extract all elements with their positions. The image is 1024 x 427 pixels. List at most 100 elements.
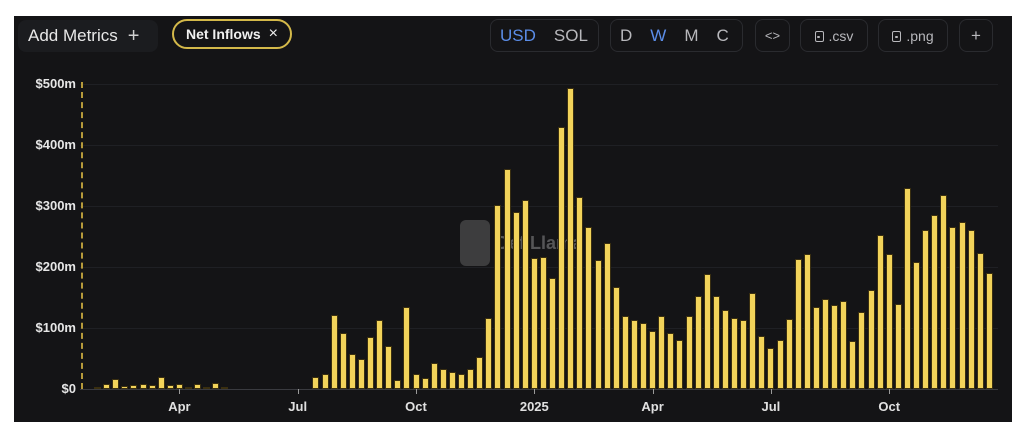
bar[interactable] [940,195,948,389]
bar[interactable] [740,320,748,389]
bar[interactable] [676,340,684,389]
bar[interactable] [458,373,465,389]
bar[interactable] [421,378,429,389]
bar[interactable] [394,379,402,389]
bar[interactable] [567,88,575,389]
bar[interactable] [630,320,638,389]
bar[interactable] [594,259,602,389]
bar[interactable] [103,384,111,389]
bar[interactable] [312,376,320,389]
bar[interactable] [476,357,484,389]
bar[interactable] [658,315,666,389]
bar[interactable] [385,346,393,389]
bar[interactable] [112,379,120,389]
bar[interactable] [649,331,657,389]
bar[interactable] [485,317,493,389]
bar[interactable] [175,383,183,389]
metric-pill-net-inflows[interactable]: Net Inflows × [172,19,292,49]
bar[interactable] [840,300,848,389]
bar[interactable] [640,323,647,389]
bar[interactable] [94,387,101,389]
bar[interactable] [367,337,374,389]
bar[interactable] [521,199,529,389]
bar[interactable] [685,315,693,389]
bar[interactable] [621,315,629,389]
bar[interactable] [448,371,456,389]
bar[interactable] [603,242,611,389]
bar[interactable] [949,227,957,389]
bar[interactable] [858,311,866,389]
bar[interactable] [867,289,875,389]
bar[interactable] [503,169,511,389]
close-icon[interactable]: × [268,25,278,42]
embed-button[interactable]: <> [755,19,790,52]
bar[interactable] [913,262,920,389]
bar[interactable] [539,256,547,389]
bar[interactable] [822,298,829,389]
bar[interactable] [549,277,556,389]
download-png-button[interactable]: .png [878,19,948,52]
bar[interactable] [585,227,593,389]
bar[interactable] [339,332,347,389]
bar[interactable] [776,340,784,389]
bar[interactable] [576,196,584,389]
bar[interactable] [985,273,993,389]
bar[interactable] [849,341,857,389]
bar[interactable] [512,212,520,389]
bar[interactable] [731,317,738,389]
bar[interactable] [412,373,420,389]
bar[interactable] [166,385,174,389]
bar[interactable] [794,259,802,389]
bar[interactable] [148,385,156,389]
bar[interactable] [694,295,702,389]
bar[interactable] [894,303,902,389]
bar[interactable] [376,320,384,389]
bar[interactable] [922,230,930,389]
bar[interactable] [221,387,229,389]
bar[interactable] [139,383,147,389]
bar[interactable] [494,204,502,389]
bar[interactable] [212,382,220,389]
bar[interactable] [876,235,884,389]
bar[interactable] [330,314,338,389]
bar[interactable] [758,335,766,389]
bar[interactable] [803,253,811,389]
currency-sol-button[interactable]: SOL [553,25,588,45]
bar[interactable] [357,358,365,389]
bar[interactable] [831,305,839,389]
bar[interactable] [203,387,211,389]
bar[interactable] [885,253,893,389]
bar[interactable] [403,306,411,389]
bar[interactable] [721,309,729,389]
add-metrics-button[interactable]: Add Metrics + [18,20,158,52]
bar[interactable] [157,376,165,389]
period-weekly-button[interactable]: W [650,25,667,45]
currency-usd-button[interactable]: USD [500,25,536,45]
bar[interactable] [903,187,911,389]
bar[interactable] [185,386,192,389]
bar[interactable] [703,274,711,389]
bar[interactable] [348,353,356,389]
bar[interactable] [749,293,757,389]
bar[interactable] [321,373,329,389]
bar[interactable] [958,222,966,389]
period-monthly-button[interactable]: M [684,25,699,45]
bar[interactable] [121,385,129,389]
bar[interactable] [194,384,202,389]
bar[interactable] [130,385,138,389]
bar[interactable] [530,257,538,389]
bar[interactable] [976,252,984,389]
bar[interactable] [612,287,620,389]
bar[interactable] [967,230,975,389]
bar[interactable] [767,348,775,389]
period-daily-button[interactable]: D [620,25,633,45]
add-chart-button[interactable]: + [959,19,993,52]
bar[interactable] [558,126,566,389]
bar[interactable] [430,363,438,389]
bar[interactable] [785,318,793,389]
bar[interactable] [467,369,475,389]
bar[interactable] [439,369,447,389]
period-cumulative-button[interactable]: C [716,25,729,45]
bar[interactable] [712,296,720,389]
bar[interactable] [812,306,820,389]
